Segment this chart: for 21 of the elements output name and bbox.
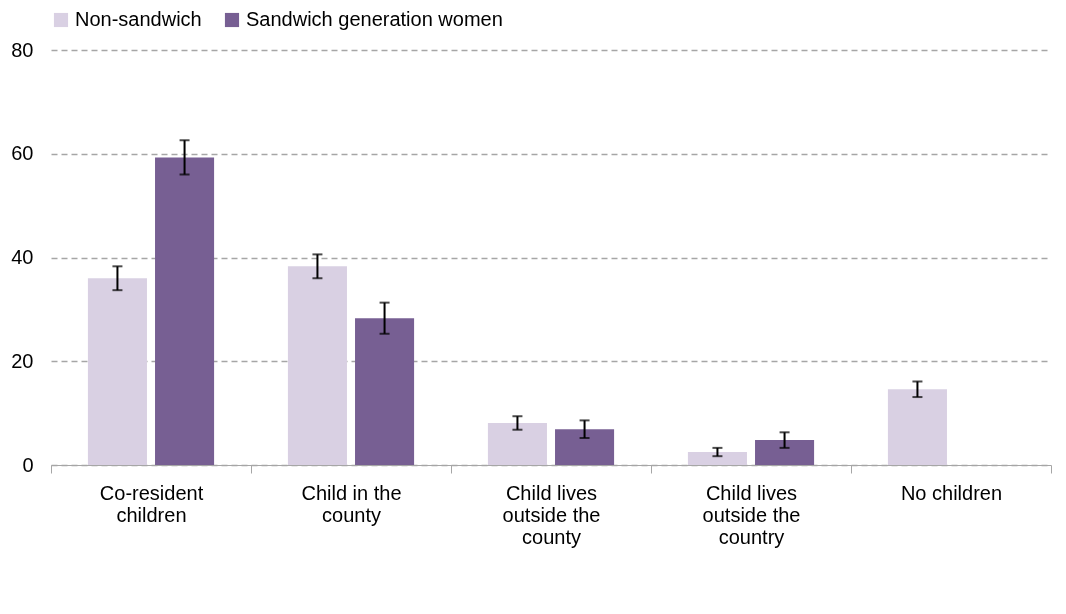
y-tick-label: 80 bbox=[11, 38, 34, 61]
bar bbox=[887, 389, 947, 465]
legend-label: Sandwich generation women bbox=[246, 8, 503, 30]
bar bbox=[755, 440, 815, 465]
y-tick-label: 20 bbox=[11, 349, 34, 372]
bar bbox=[555, 429, 615, 465]
x-tick-label: Child lives outside the country bbox=[702, 481, 801, 548]
x-tick-label: Co-resident children bbox=[99, 481, 204, 526]
bar bbox=[687, 452, 747, 465]
y-tick-label: 0 bbox=[22, 453, 34, 476]
legend-label: Non-sandwich bbox=[75, 8, 202, 30]
x-tick-label: Child lives outside the county bbox=[502, 481, 601, 548]
y-tick-label: 40 bbox=[11, 246, 34, 268]
bar bbox=[355, 318, 415, 465]
x-tick-label: No children bbox=[900, 481, 1003, 504]
bar bbox=[487, 422, 547, 465]
bar bbox=[287, 266, 347, 465]
bar bbox=[155, 157, 215, 465]
x-tick-label: Child in the county bbox=[301, 481, 402, 526]
bar bbox=[87, 278, 147, 465]
y-tick-label: 60 bbox=[11, 142, 34, 165]
